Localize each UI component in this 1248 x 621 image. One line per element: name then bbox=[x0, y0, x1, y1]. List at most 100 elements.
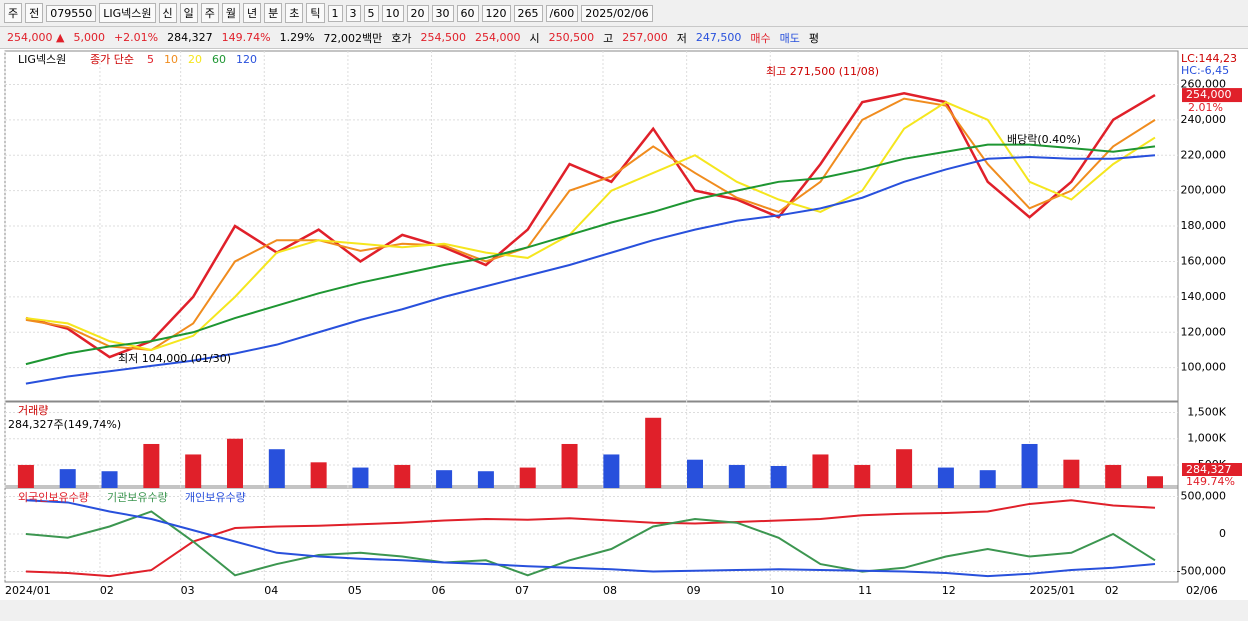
volume-bar bbox=[477, 471, 494, 488]
volume-bar bbox=[17, 464, 34, 488]
quote-item[interactable]: 254,000 bbox=[475, 31, 521, 44]
toolbar-item[interactable]: 079550 bbox=[46, 4, 97, 22]
quote-item[interactable]: 매도 bbox=[779, 31, 800, 45]
legend-entry: 개인보유수량 bbox=[185, 491, 246, 504]
quote-item[interactable]: 284,327 bbox=[167, 31, 213, 44]
panel-title: 거래량 bbox=[18, 404, 48, 417]
volume-bar bbox=[519, 467, 536, 488]
background bbox=[0, 49, 1248, 621]
quote-item[interactable]: 고 bbox=[603, 31, 614, 45]
toolbar: 주 전 079550 LIG넥스원 신 일 주 월 년 분 초 틱 1 3 5 10 20 30 60 120 265/… bbox=[0, 0, 1248, 27]
quote-item[interactable]: 250,500 bbox=[548, 31, 595, 44]
y-tick-label: 180,000 bbox=[1181, 219, 1227, 232]
legend-entry: 기관보유수량 bbox=[107, 491, 168, 504]
scrollbar[interactable] bbox=[0, 600, 1248, 621]
y-tick-label: -500,000 bbox=[1177, 565, 1226, 578]
toolbar-item[interactable]: 5 bbox=[363, 4, 379, 22]
volume-bar bbox=[1021, 443, 1038, 488]
quote-item[interactable]: 호가 bbox=[391, 31, 412, 45]
series-line bbox=[25, 499, 1156, 578]
quote-item[interactable]: 254,000 ▲ bbox=[7, 31, 65, 44]
toolbar-item[interactable]: 초 bbox=[285, 3, 304, 23]
legend-title: 종가 단순 bbox=[90, 53, 134, 66]
quote-item[interactable]: 1.29% bbox=[279, 31, 315, 44]
y-tick-label: 200,000 bbox=[1181, 184, 1227, 197]
toolbar-item[interactable]: 60 bbox=[456, 4, 479, 22]
toolbar-item[interactable]: 30 bbox=[431, 4, 454, 22]
volume-bar bbox=[227, 438, 243, 488]
volume-bar bbox=[979, 470, 996, 488]
quote-item[interactable]: 72,002백만 bbox=[323, 31, 383, 45]
series-line bbox=[25, 499, 1156, 578]
y-tick-label: 160,000 bbox=[1181, 254, 1227, 267]
toolbar-item[interactable]: 틱 bbox=[306, 3, 325, 23]
series-line bbox=[25, 92, 1156, 359]
legend-entry: 외국인보유수량 bbox=[18, 491, 89, 504]
toolbar-item[interactable]: 분 bbox=[264, 3, 283, 23]
quote-item[interactable]: 평 bbox=[808, 31, 820, 45]
volume-bar bbox=[812, 454, 829, 488]
series-line bbox=[25, 154, 1156, 385]
x-tick-label: 10 bbox=[770, 584, 784, 597]
toolbar-item[interactable]: 월 bbox=[221, 3, 241, 23]
volume-bar bbox=[436, 470, 453, 488]
x-tick-label: 03 bbox=[181, 584, 195, 597]
legend-entry: 20 bbox=[188, 53, 202, 66]
change-label: 2.01% bbox=[1188, 101, 1223, 114]
volume-bar bbox=[561, 443, 578, 488]
x-tick-label: 12 bbox=[942, 584, 956, 597]
lc-label: LC:144,23 bbox=[1181, 52, 1237, 65]
x-tick-label: 07 bbox=[515, 584, 529, 597]
toolbar-item[interactable]: 주 bbox=[200, 3, 219, 23]
quote-item[interactable]: 247,500 bbox=[695, 31, 742, 44]
toolbar-item[interactable]: 신 bbox=[158, 3, 177, 23]
series-line bbox=[25, 101, 1156, 351]
toolbar-item[interactable]: 20 bbox=[406, 4, 429, 22]
toolbar-item[interactable]: 3 bbox=[345, 4, 361, 22]
annotation: 최고 271,500 (11/08) bbox=[766, 65, 879, 78]
quote-item[interactable]: 저 bbox=[676, 31, 687, 45]
quote-item[interactable]: 매수 bbox=[750, 31, 771, 45]
hc-label: HC:-6,45 bbox=[1181, 64, 1229, 77]
toolbar-item[interactable]: 10 bbox=[381, 4, 404, 22]
toolbar-item[interactable]: LIG넥스원 bbox=[99, 3, 156, 23]
quote-item[interactable]: 149.74% bbox=[221, 31, 271, 44]
y-tick-label: 240,000 bbox=[1181, 113, 1227, 126]
price-tag-label: 254,000 bbox=[1186, 88, 1232, 101]
volume-change: 149.74% bbox=[1186, 475, 1235, 488]
volume-bar bbox=[59, 469, 76, 488]
quote-item[interactable]: +2.01% bbox=[113, 31, 159, 44]
volume-bar bbox=[854, 464, 871, 488]
toolbar-item[interactable]: 1 bbox=[327, 4, 343, 22]
volume-bar bbox=[185, 454, 202, 488]
volume-bar bbox=[770, 465, 787, 488]
panel-subtitle: 284,327주(149,74%) bbox=[8, 418, 121, 431]
price-tag bbox=[1182, 88, 1242, 103]
toolbar-item[interactable]: 265 bbox=[513, 4, 543, 22]
volume-bar bbox=[603, 454, 620, 488]
toolbar-item[interactable]: 년 bbox=[243, 3, 262, 23]
quote-item[interactable]: 257,000 bbox=[622, 31, 668, 44]
quote-item[interactable]: 시 bbox=[529, 31, 540, 45]
panel-frame bbox=[4, 400, 1179, 489]
toolbar-item[interactable]: /600 bbox=[545, 4, 579, 22]
toolbar-item[interactable]: 주 bbox=[4, 3, 23, 23]
y-tick-label: 0 bbox=[1219, 527, 1226, 540]
toolbar-item[interactable]: 일 bbox=[179, 3, 198, 23]
toolbar-item[interactable]: 2025/02/06 bbox=[581, 4, 653, 22]
volume-bar bbox=[1063, 459, 1080, 488]
quote-item[interactable]: 5,000 bbox=[73, 31, 105, 44]
legend-entry: 5 bbox=[147, 53, 154, 66]
volume-bar bbox=[728, 464, 745, 488]
quote-item[interactable]: 254,500 bbox=[420, 31, 467, 44]
volume-bar bbox=[394, 464, 411, 488]
legend-entry: 10 bbox=[164, 53, 178, 66]
toolbar-item[interactable]: 전 bbox=[25, 3, 44, 23]
toolbar-item[interactable]: 120 bbox=[481, 4, 511, 22]
volume-bar bbox=[937, 467, 954, 488]
chart: 2024/01 02 03 04 05 06 07 08 09 10 11 12 2025/01 02 02… bbox=[0, 49, 1248, 621]
series-line bbox=[25, 510, 1156, 577]
volume-tag-label: 284,327 bbox=[1186, 463, 1232, 476]
x-tick-label: 11 bbox=[858, 584, 872, 597]
